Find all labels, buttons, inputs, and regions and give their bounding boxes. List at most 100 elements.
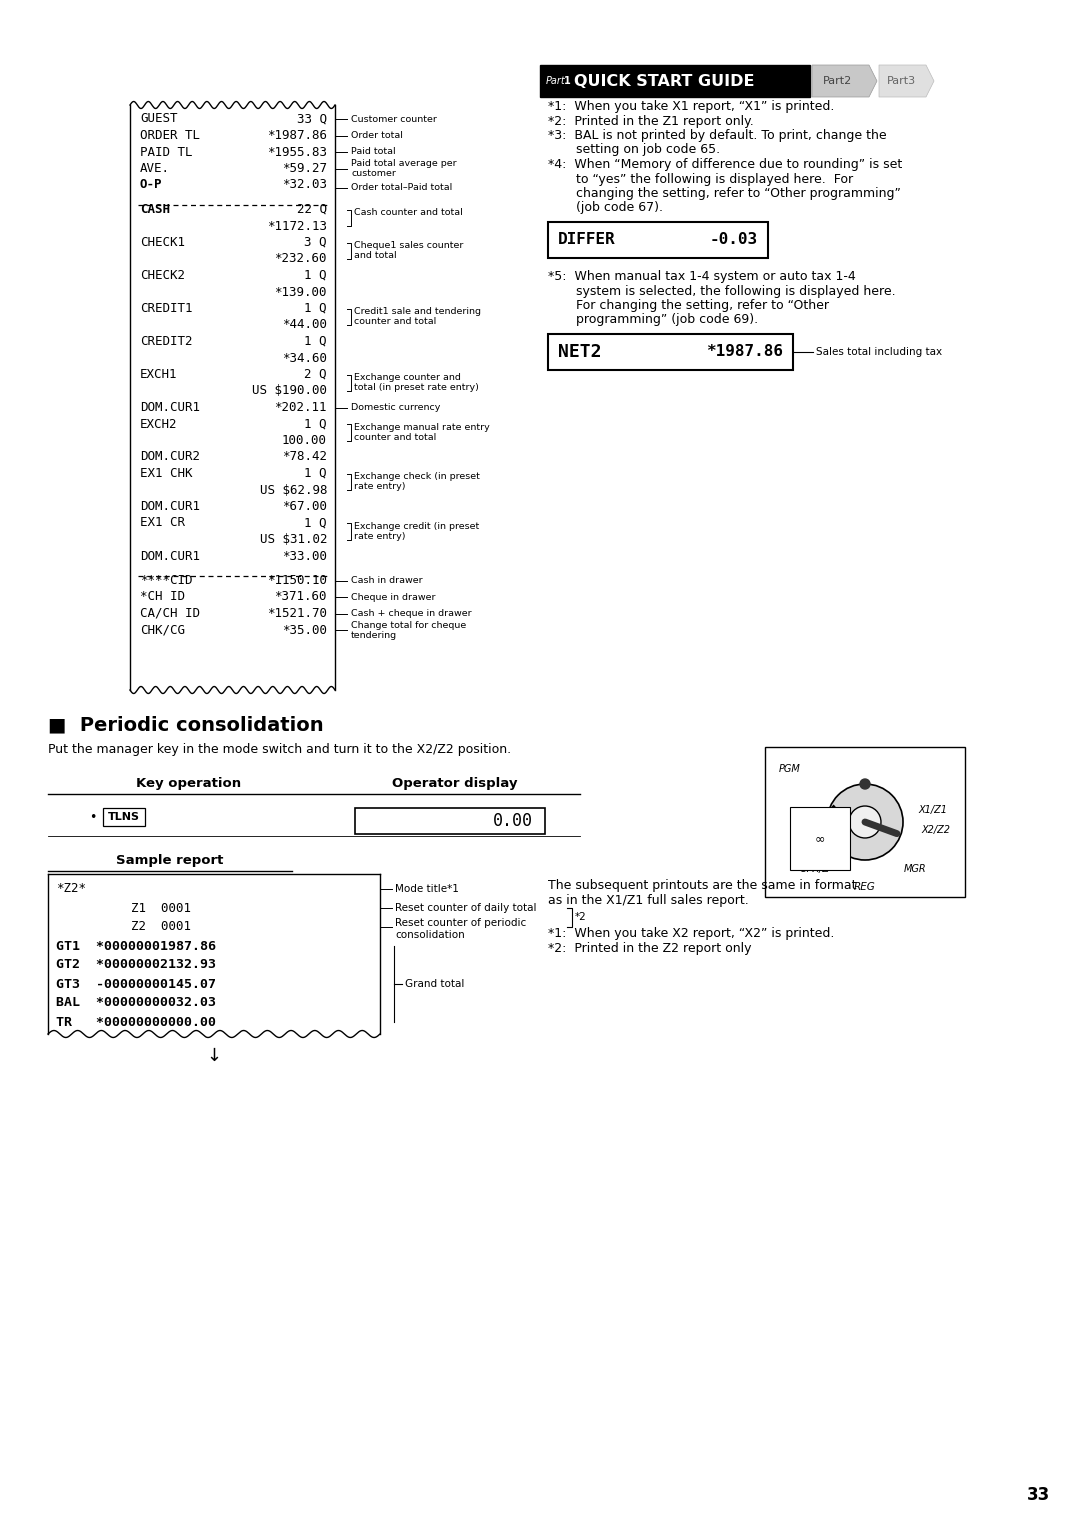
Text: *1:  When you take X1 report, “X1” is printed.: *1: When you take X1 report, “X1” is pri… [548, 99, 835, 113]
Text: Paid total average per: Paid total average per [351, 159, 457, 168]
Text: *1:  When you take X2 report, “X2” is printed.: *1: When you take X2 report, “X2” is pri… [548, 927, 835, 940]
Text: counter and total: counter and total [354, 432, 436, 442]
Text: *3:  BAL is not printed by default. To print, change the: *3: BAL is not printed by default. To pr… [548, 128, 887, 142]
Text: Exchange credit (in preset: Exchange credit (in preset [354, 521, 480, 530]
Text: TLNS: TLNS [108, 811, 140, 822]
Text: 1 Q: 1 Q [305, 468, 327, 480]
Text: Sample report: Sample report [117, 854, 224, 866]
Text: Exchange check (in preset: Exchange check (in preset [354, 472, 480, 481]
Text: 1 Q: 1 Q [305, 335, 327, 348]
Text: CA/CH ID: CA/CH ID [140, 607, 200, 620]
Text: consolidation: consolidation [395, 931, 464, 940]
Text: *34.60: *34.60 [282, 351, 327, 365]
Text: OPX/Z: OPX/Z [800, 863, 831, 874]
Text: ORDER TL: ORDER TL [140, 128, 200, 142]
Text: GUEST: GUEST [140, 113, 177, 125]
Text: Operator display: Operator display [392, 778, 517, 790]
Text: For changing the setting, refer to “Other: For changing the setting, refer to “Othe… [548, 299, 829, 312]
Text: Reset counter of periodic: Reset counter of periodic [395, 918, 526, 927]
Text: 33: 33 [1026, 1487, 1050, 1504]
Text: *1172.13: *1172.13 [267, 220, 327, 232]
Text: 0.00: 0.00 [492, 811, 534, 830]
Text: O-P: O-P [140, 179, 162, 191]
Text: CHECK2: CHECK2 [140, 269, 185, 283]
Text: *1150.10: *1150.10 [267, 575, 327, 587]
Text: AVE.: AVE. [140, 162, 170, 176]
Text: ∞: ∞ [814, 831, 825, 845]
Text: EX1 CHK: EX1 CHK [140, 468, 192, 480]
Text: CASH: CASH [140, 203, 170, 215]
Text: Cheque in drawer: Cheque in drawer [351, 593, 435, 602]
Text: *33.00: *33.00 [282, 550, 327, 562]
Text: rate entry): rate entry) [354, 483, 405, 490]
Text: US $31.02: US $31.02 [259, 533, 327, 545]
Text: DOM.CUR1: DOM.CUR1 [140, 550, 200, 562]
Text: Credit1 sale and tendering: Credit1 sale and tendering [354, 307, 481, 316]
Text: PAID TL: PAID TL [140, 145, 192, 159]
Text: 100.00: 100.00 [282, 434, 327, 448]
Text: DOM.CUR1: DOM.CUR1 [140, 400, 200, 414]
Text: EXCH2: EXCH2 [140, 417, 177, 431]
Text: Cash + cheque in drawer: Cash + cheque in drawer [351, 610, 472, 617]
Text: Sales total including tax: Sales total including tax [816, 347, 942, 358]
Text: Customer counter: Customer counter [351, 115, 437, 124]
Text: 1 Q: 1 Q [305, 516, 327, 530]
Text: 33 Q: 33 Q [297, 113, 327, 125]
Text: CREDIT2: CREDIT2 [140, 335, 192, 348]
Text: CHK/CG: CHK/CG [140, 623, 185, 637]
Text: MGR: MGR [904, 863, 927, 874]
Text: REG: REG [854, 882, 876, 892]
Text: *1987.86: *1987.86 [267, 128, 327, 142]
Text: BAL  *00000000032.03: BAL *00000000032.03 [56, 996, 216, 1010]
Text: Order total–Paid total: Order total–Paid total [351, 183, 453, 193]
Text: *1987.86: *1987.86 [706, 344, 783, 359]
Text: (job code 67).: (job code 67). [548, 202, 663, 214]
Text: *2: *2 [575, 912, 586, 923]
Text: 1 Q: 1 Q [305, 269, 327, 283]
Text: changing the setting, refer to “Other programming”: changing the setting, refer to “Other pr… [548, 186, 901, 200]
Text: *2:  Printed in the Z2 report only: *2: Printed in the Z2 report only [548, 941, 752, 955]
Text: *67.00: *67.00 [282, 500, 327, 513]
Text: Grand total: Grand total [405, 979, 464, 989]
Text: The subsequent printouts are the same in format: The subsequent printouts are the same in… [548, 879, 856, 892]
Text: *44.00: *44.00 [282, 318, 327, 332]
Text: system is selected, the following is displayed here.: system is selected, the following is dis… [548, 284, 895, 298]
Text: GT3  -00000000145.07: GT3 -00000000145.07 [56, 978, 216, 990]
Text: rate entry): rate entry) [354, 532, 405, 541]
Text: *1955.83: *1955.83 [267, 145, 327, 159]
Text: CREDIT1: CREDIT1 [140, 303, 192, 315]
Text: counter and total: counter and total [354, 318, 436, 327]
Text: QUICK START GUIDE: QUICK START GUIDE [573, 73, 755, 89]
Text: *2:  Printed in the Z1 report only.: *2: Printed in the Z1 report only. [548, 115, 754, 127]
Text: Change total for cheque: Change total for cheque [351, 620, 467, 630]
Text: tendering: tendering [351, 631, 397, 640]
Text: 1: 1 [564, 76, 570, 86]
Text: Cheque1 sales counter: Cheque1 sales counter [354, 241, 463, 251]
Text: X1/Z1: X1/Z1 [918, 805, 947, 814]
Text: X2/Z2: X2/Z2 [921, 825, 950, 834]
Text: Part2: Part2 [823, 76, 852, 86]
Text: *371.60: *371.60 [274, 590, 327, 604]
Bar [548, 335, 793, 370]
Text: ****CID: ****CID [140, 575, 192, 587]
Text: GT2  *00000002132.93: GT2 *00000002132.93 [56, 958, 216, 972]
Text: 22 Q: 22 Q [297, 203, 327, 215]
Circle shape [849, 805, 881, 837]
Text: Part3: Part3 [887, 76, 916, 86]
Text: Exchange manual rate entry: Exchange manual rate entry [354, 423, 489, 432]
Text: DOM.CUR2: DOM.CUR2 [140, 451, 200, 463]
Text: Paid total: Paid total [351, 148, 395, 156]
Text: Key operation: Key operation [136, 778, 242, 790]
Text: 2 Q: 2 Q [305, 368, 327, 380]
Text: Cash counter and total: Cash counter and total [354, 208, 462, 217]
Text: Exchange counter and: Exchange counter and [354, 373, 461, 382]
Text: as in the X1/Z1 full sales report.: as in the X1/Z1 full sales report. [548, 894, 748, 908]
Text: *Z2*: *Z2* [56, 883, 86, 895]
Text: NET2: NET2 [558, 342, 602, 361]
Text: DIFFER: DIFFER [558, 232, 616, 248]
Text: and total: and total [354, 251, 396, 260]
Text: Part: Part [546, 76, 566, 86]
Text: ↓: ↓ [206, 1047, 221, 1065]
Text: Domestic currency: Domestic currency [351, 403, 441, 413]
Text: Order total: Order total [351, 131, 403, 141]
